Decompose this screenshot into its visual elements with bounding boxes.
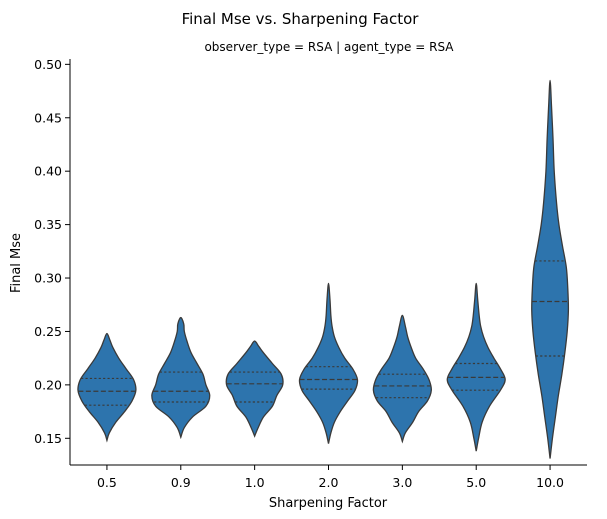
y-tick-label: 0.20 [34, 377, 62, 392]
violin-10.0 [531, 79, 570, 459]
facet-title: observer_type = RSA | agent_type = RSA [204, 40, 454, 54]
y-tick-label: 0.40 [34, 164, 62, 179]
y-axis-label: Final Mse [9, 233, 24, 293]
x-tick-label: 1.0 [245, 475, 265, 490]
violin-1.0 [225, 340, 284, 438]
x-tick-label: 3.0 [392, 475, 412, 490]
violin-body [151, 316, 211, 440]
violin-body [372, 314, 432, 444]
violin-0.5 [77, 332, 137, 443]
y-tick-label: 0.50 [34, 57, 62, 72]
violin-2.0 [298, 282, 359, 444]
violin-body [225, 340, 284, 438]
figure-suptitle: Final Mse vs. Sharpening Factor [182, 10, 420, 28]
violin-5.0 [446, 282, 506, 452]
y-tick-label: 0.35 [34, 217, 62, 232]
violin-body [531, 79, 570, 459]
x-tick-label: 0.9 [171, 475, 191, 490]
x-axis-label: Sharpening Factor [269, 496, 388, 511]
violin-body [77, 332, 137, 443]
y-ticks: 0.15 0.20 0.25 0.30 0.35 0.40 0.45 0.50 [34, 57, 70, 446]
x-tick-label: 2.0 [319, 475, 339, 490]
axes-group: 0.15 0.20 0.25 0.30 0.35 0.40 0.45 0.50 0.5 0.9 1… [34, 57, 587, 490]
y-tick-label: 0.15 [34, 431, 62, 446]
violin-body [298, 282, 359, 444]
violins-group [77, 79, 570, 459]
x-ticks: 0.5 0.9 1.0 2.0 3.0 5.0 10.0 [97, 465, 564, 490]
y-tick-label: 0.45 [34, 110, 62, 125]
violin-body [446, 282, 506, 452]
x-tick-label: 0.5 [97, 475, 117, 490]
violin-3.0 [372, 314, 432, 444]
x-tick-label: 5.0 [466, 475, 486, 490]
violin-0.9 [151, 316, 211, 440]
x-tick-label: 10.0 [536, 475, 564, 490]
y-tick-label: 0.30 [34, 271, 62, 286]
y-tick-label: 0.25 [34, 324, 62, 339]
